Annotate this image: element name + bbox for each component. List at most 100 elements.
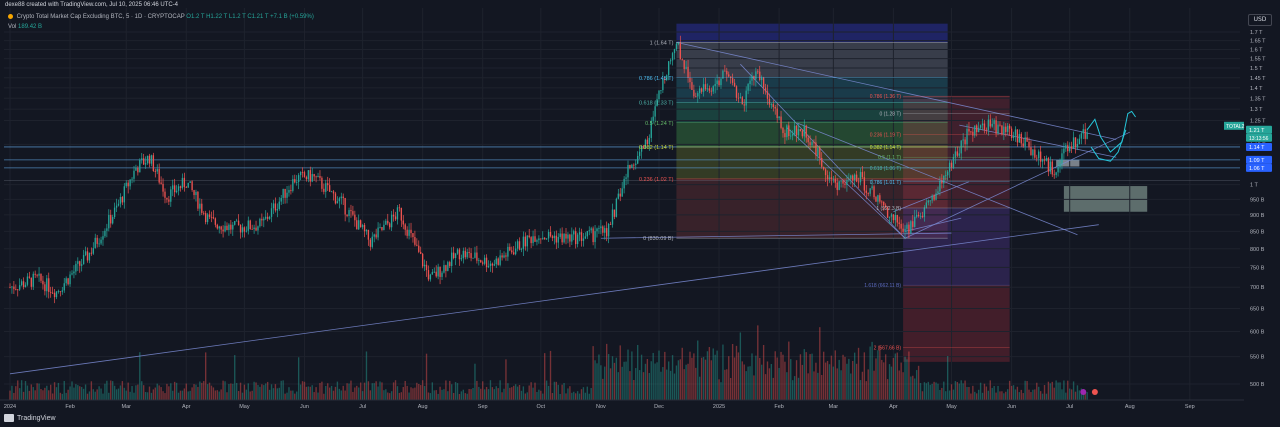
candle-body [168,199,170,202]
candle-body [458,249,461,260]
candles[interactable] [9,35,1088,304]
candle-body [545,238,548,240]
volume-bar [892,357,895,400]
fib1-level-label: 0.618 (1.33 T) [639,101,674,107]
volume-bar [282,380,284,400]
x-tick-label: Mar [121,404,131,410]
candle-body [472,257,474,259]
candle-body [602,226,604,233]
x-tick-label: Jun [1007,404,1016,410]
candle-body [369,239,372,247]
candle-body [292,179,294,191]
currency-button[interactable]: USD [1248,14,1272,26]
candle-body [1038,151,1040,159]
horizontal-lines[interactable] [4,146,1240,181]
volume-bar [615,357,618,400]
candle-body [902,228,904,232]
volume-bar [127,382,129,400]
tradingview-logo-icon [4,414,14,422]
tradingview-branding[interactable]: TradingView [4,414,56,422]
trendline [904,131,1130,239]
candle-body [1055,172,1057,175]
price-tag-countdown: 13:13:56 [1249,136,1269,142]
volume-bar [623,361,625,400]
candle-body [19,285,21,290]
x-tick-label: Aug [1125,404,1135,410]
fib2-level-label: 0.786 (1.36 T) [870,94,902,100]
candle-body [408,229,410,236]
candle-body [881,201,883,203]
candle-body [340,196,342,199]
volume-bar [908,351,910,400]
volume-bar [53,382,56,400]
volume-bar [617,372,619,400]
symbol-legend[interactable]: Crypto Total Market Cap Excluding BTC, 5… [8,14,314,20]
volume-bar [410,387,412,400]
candle-body [493,264,496,266]
candle-body [144,163,147,165]
candle-body [456,249,459,254]
volume-bar [108,392,110,400]
candle-body [113,207,116,218]
volume-bar [265,383,267,400]
time-axis[interactable]: 2024 Feb Mar Apr May Jun Jul Aug Sep Oct Nov Dec 202… [0,389,1244,410]
candle-body [749,80,751,85]
candle-body [1084,129,1086,139]
volume-bar [239,382,242,400]
freehand-drawings[interactable] [1086,110,1136,162]
candle-body [985,129,988,131]
candle-body [71,273,73,275]
y-tick-label: 550 B [1250,355,1265,361]
volume-bar [875,358,877,400]
volume-bar [855,363,858,400]
candle-body [954,151,957,158]
y-tick-label: 1 T [1250,183,1258,189]
candle-body [40,273,42,281]
volume-bar [923,382,926,400]
price-axis[interactable]: 1.7 T 1.65 T 1.6 T 1.55 T 1.5 T 1.45 T 1.4 T 1.… [1224,0,1280,427]
volume-bar [123,387,125,400]
volume-bar [493,389,496,400]
candle-body [483,257,486,264]
candle-body [1039,151,1042,162]
volume-bar [497,388,499,400]
volume-bar [664,351,666,400]
volume-bar [334,386,337,400]
fib1-level-label: 0.236 (1.02 T) [639,177,674,183]
candle-body [950,162,953,168]
volume-legend[interactable]: Vol 189.42 B [8,24,42,30]
candle-body [170,189,172,202]
candle-body [206,214,209,223]
candle-body [454,253,457,259]
candle-body [658,90,660,100]
volume-bar [317,392,319,400]
candle-body [117,203,120,206]
volume-bar [790,359,792,400]
candle-body [216,224,218,229]
candle-body [592,228,594,243]
candle-body [859,171,862,183]
candle-body [912,221,914,227]
volume-bar [974,391,976,400]
candle-body [1018,133,1021,143]
candle-body [392,214,395,217]
candle-body [925,202,928,208]
candle-body [569,234,571,242]
x-tick-label: Apr [889,404,898,410]
candle-body [795,125,798,136]
candle-body [505,255,507,257]
candle-body [607,223,610,237]
volume-bar [1063,380,1065,400]
volume-bar [46,385,48,400]
volume-bar [646,358,649,400]
volume-bar [520,390,523,400]
volume-bar [972,385,974,400]
candle-body [152,155,155,172]
volume-bar [375,381,377,400]
volume-bar [462,389,465,400]
candle-body [943,175,945,184]
volume-bar [19,388,21,400]
volume-bar [398,392,401,400]
volume-bar [977,389,980,400]
